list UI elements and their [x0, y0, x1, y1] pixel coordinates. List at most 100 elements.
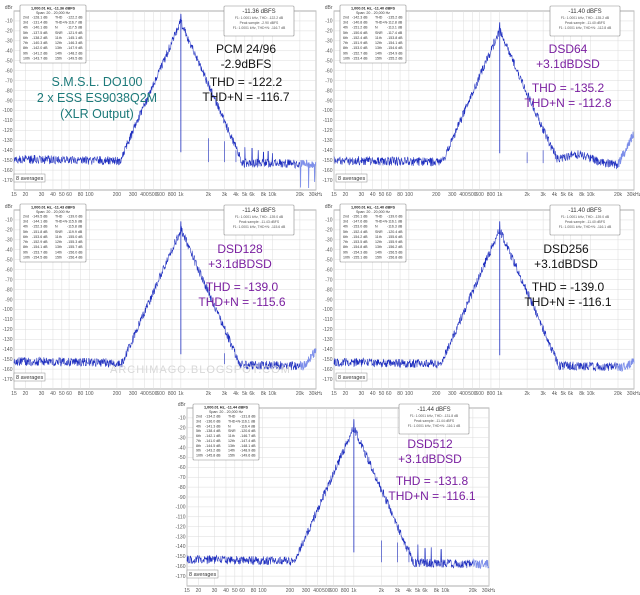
dsd128-format: DSD128 — [217, 242, 263, 256]
x-tick-label: 15 — [184, 588, 190, 594]
summary-left-value: -140.1 dB — [32, 26, 48, 30]
y-tick-label: -100 — [322, 108, 332, 114]
x-tick-label: 100 — [405, 391, 414, 397]
summary-right-name: THD — [375, 16, 383, 20]
summary-right-value: -155.0 dB — [67, 235, 83, 239]
dsd128-thd: THD = -139.0 — [205, 280, 279, 294]
y-tick-label: -170 — [175, 574, 185, 580]
summary-right-value: -116.7 dB — [67, 21, 83, 25]
summary-right-name: 13th — [228, 444, 235, 448]
y-tick-label: -30 — [5, 39, 12, 45]
y-tick-label: -50 — [325, 59, 332, 65]
summary-left-name: 10th — [23, 56, 30, 60]
x-tick-label: 6k — [249, 391, 255, 397]
summary-right-value: -121.9 dB — [67, 31, 83, 35]
x-tick-label: 800 — [487, 192, 496, 198]
summary-right-value: -139.0 dB — [387, 215, 403, 219]
spectrum-line-dsd256 — [333, 221, 635, 372]
summary-span: Span: 20 - 20,000 Hz — [356, 210, 390, 214]
reference-thdn: F1: 1.0001 kHz, THD+N: -116.7 dB — [233, 26, 286, 30]
x-tick-label: 20 — [343, 391, 349, 397]
summary-left-value: -142.1 dB — [205, 434, 221, 438]
x-tick-label: 6k — [422, 588, 428, 594]
x-tick-label: 40 — [223, 588, 229, 594]
x-tick-label: 60 — [66, 391, 72, 397]
summary-left-value: -152.7 dB — [352, 51, 368, 55]
x-tick-label: 20k — [614, 391, 623, 397]
summary-right-value: -156.0 dB — [67, 250, 83, 254]
x-tick-label: 1k — [497, 192, 503, 198]
y-tick-label: -20 — [5, 228, 12, 234]
summary-right-name: 13th — [55, 245, 62, 249]
x-tick-label: 600 — [329, 588, 338, 594]
summary-left-value: -151.9 dB — [352, 41, 368, 45]
summary-left-name: 5th — [23, 230, 28, 234]
summary-right-value: -120.4 dB — [387, 230, 403, 234]
summary-right-value: -145.1 dB — [67, 36, 83, 40]
pcm-thdn: THD+N = -116.7 — [202, 90, 290, 104]
summary-right-name: THD — [55, 16, 63, 20]
x-tick-label: 100 — [85, 192, 94, 198]
x-tick-label: 40 — [50, 192, 56, 198]
summary-left-name: 10th — [196, 454, 203, 458]
x-tick-label: 3k — [395, 588, 401, 594]
reference-thdn: F1: 1.0001 kHz, THD+N: -112.8 dB — [559, 26, 612, 30]
spectrum-line-dsd64 — [333, 22, 635, 170]
y-tick-label: -60 — [325, 267, 332, 273]
summary-left-value: -151.8 dB — [32, 230, 48, 234]
summary-left-name: 3rd — [196, 419, 201, 423]
summary-left-name: 5th — [196, 429, 201, 433]
summary-right-name: 13th — [55, 46, 62, 50]
y-tick-label: -90 — [5, 98, 12, 104]
averages-frame — [186, 569, 219, 579]
reference-level: -11.43 dBFS — [242, 208, 275, 214]
averages-tag-pcm: 8 averages — [13, 173, 46, 183]
x-tick-label: 60 — [386, 192, 392, 198]
summary-right-value: -120.6 dB — [240, 429, 256, 433]
summary-left-value: -141.0 dB — [205, 439, 221, 443]
y-tick-label: -140 — [2, 347, 12, 353]
y-tick-label: -100 — [2, 108, 12, 114]
averages-label: 8 averages — [16, 176, 43, 182]
summary-left-value: -131.4 dB — [32, 21, 48, 25]
summary-left-value: -140.3 dB — [32, 41, 48, 45]
summary-right-value: -155.9 dB — [387, 240, 403, 244]
y-tick-label: -80 — [178, 485, 185, 491]
x-tick-label: 100 — [405, 192, 414, 198]
summary-right-name: THD+N — [375, 220, 387, 224]
y-tick-label: -120 — [322, 128, 332, 134]
dsd64-thdn: THD+N = -112.8 — [524, 96, 612, 110]
summary-header: 1,000.01 Hz, -11.40 dBFS — [351, 7, 396, 11]
panel-dsd256: 15 20 30 40 50 60 80 100 200 300 400 500 600 800 1k 2k 3… — [322, 199, 640, 398]
summary-right-name: 15th — [375, 56, 382, 60]
x-tick-label: 800 — [487, 391, 496, 397]
y-tick-label: -70 — [325, 78, 332, 84]
reference-level: -11.40 dBFS — [568, 208, 601, 214]
y-tick-label: -80 — [325, 88, 332, 94]
x-tick-label: 600 — [475, 192, 484, 198]
y-tick-label: -110 — [176, 515, 186, 521]
summary-left-value: -141.2 dB — [32, 51, 48, 55]
x-tick-label: 2k — [206, 192, 212, 198]
y-tick-label: -160 — [175, 564, 185, 570]
summary-left-name: 10th — [343, 255, 350, 259]
x-tick-label: 100 — [85, 391, 94, 397]
x-tick-label: 50 — [59, 192, 65, 198]
panel-dsd64: 15 20 30 40 50 60 80 100 200 300 400 500 600 800 1k 2k 3… — [322, 0, 640, 199]
y-tick-label: -70 — [5, 277, 12, 283]
y-tick-label: -110 — [3, 118, 13, 124]
y-tick-label: -30 — [325, 238, 332, 244]
summary-left-name: 4th — [23, 225, 28, 229]
reference-peak: Peak sample: -11.43 dBFS — [239, 220, 280, 224]
y-axis-unit: dBr — [5, 5, 13, 11]
reference-thd: F1: 1.0001 kHz, THD: -139.0 dB — [561, 215, 610, 219]
x-tick-label: 600 — [156, 192, 165, 198]
summary-right-name: 12th — [375, 240, 382, 244]
summary-left-name: 9th — [23, 51, 28, 55]
summary-right-value: -148.9 dB — [240, 449, 256, 453]
summary-left-name: 9th — [343, 51, 348, 55]
device-chip: 2 x ESS ES9038Q2M — [36, 91, 158, 105]
